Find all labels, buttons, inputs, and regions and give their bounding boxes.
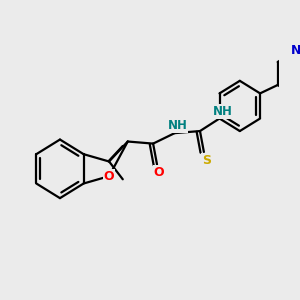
Text: O: O	[104, 170, 114, 183]
Text: N: N	[291, 44, 300, 57]
Text: S: S	[202, 154, 211, 167]
Text: NH: NH	[168, 119, 188, 132]
Text: O: O	[154, 167, 164, 179]
Text: NH: NH	[212, 105, 232, 118]
